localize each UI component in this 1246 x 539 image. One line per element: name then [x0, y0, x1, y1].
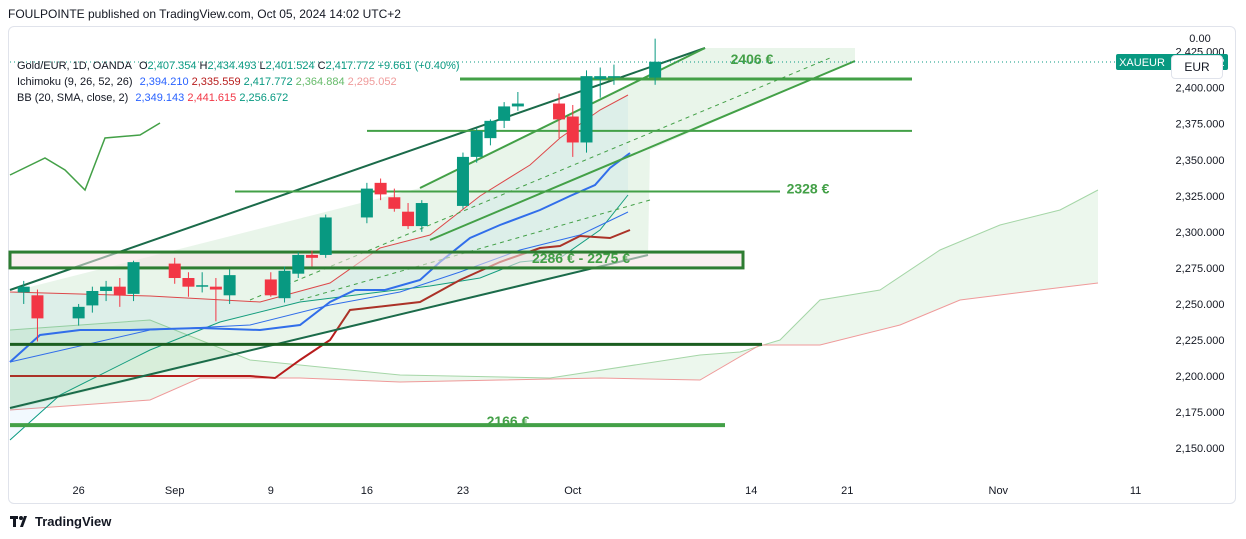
y-tick-label: 2,275.000	[1176, 263, 1225, 275]
candle-body	[223, 275, 236, 296]
candle-body	[415, 203, 428, 227]
candle-body	[292, 254, 305, 274]
x-tick-label: 14	[745, 485, 757, 497]
currency-selector[interactable]: EUR	[1171, 55, 1223, 79]
level-label-2166: 2166 €	[487, 413, 530, 429]
change-value: +9.661 (+0.40%)	[377, 60, 460, 72]
bb-lower: 2,256.672	[239, 92, 289, 104]
candle-body	[649, 61, 662, 78]
candle-body	[402, 211, 415, 227]
publish-header: FOULPOINTE published on TradingView.com,…	[8, 7, 401, 21]
channel-mid-line	[429, 60, 856, 241]
open-value: 2,407.354	[147, 60, 197, 72]
candle-body	[31, 295, 44, 319]
close-label: C	[317, 60, 326, 72]
ichimoku-base-line	[10, 229, 631, 380]
ichimoku-conversion: 2,394.210	[139, 76, 189, 88]
candle-body	[72, 306, 85, 319]
y-axis-top-label: 0.00	[1189, 33, 1210, 45]
y-tick-label: 2,225.000	[1176, 335, 1225, 347]
candle-body	[470, 130, 483, 157]
x-tick-label: 9	[268, 485, 274, 497]
x-tick-label: 16	[361, 485, 373, 497]
y-tick-label: 2,325.000	[1176, 191, 1225, 203]
candle-body	[607, 76, 620, 78]
y-tick-label: 2,175.000	[1176, 407, 1225, 419]
symbol-label: Gold/EUR, 1D, OANDA	[17, 60, 132, 72]
candle-body	[209, 286, 222, 290]
candle-body	[100, 286, 113, 291]
candle-body	[594, 76, 607, 80]
x-tick-label: Oct	[564, 485, 581, 497]
candle-body	[580, 76, 593, 143]
support-zone-label: 2286 € - 2275 €	[532, 250, 630, 266]
price-tag-symbol: XAUEUR	[1119, 57, 1165, 69]
ichimoku-label: Ichimoku (9, 26, 52, 26)	[17, 76, 133, 88]
bb-upper: 2,441.615	[187, 92, 237, 104]
ichimoku-span-a: 2,364.884	[295, 76, 345, 88]
candle-body	[456, 156, 469, 206]
legend: Gold/EUR, 1D, OANDA O2,407.354 H2,434.49…	[17, 58, 460, 106]
low-label: L	[259, 60, 266, 72]
candle-body	[168, 263, 181, 279]
candle-body	[388, 197, 401, 209]
y-tick-label: 2,150.000	[1176, 443, 1225, 455]
candle-body	[113, 286, 126, 296]
candle-body	[511, 103, 524, 107]
candle-body	[182, 278, 195, 287]
tradingview-brand: TradingView	[35, 514, 112, 529]
candle-body	[264, 279, 277, 296]
low-value: 2,401.524	[265, 60, 315, 72]
candle-body	[278, 270, 291, 299]
support-zone	[8, 250, 745, 270]
level-label-2328: 2328 €	[787, 180, 830, 196]
tradingview-footer: TradingView	[10, 514, 111, 529]
x-tick-label: 11	[1130, 485, 1141, 497]
candle-body	[553, 103, 566, 120]
close-value: 2,417.772	[325, 60, 375, 72]
ichimoku-span-a-line	[9, 189, 1099, 379]
high-label: H	[199, 60, 208, 72]
candle-body	[319, 217, 332, 255]
y-tick-label: 2,400.000	[1176, 83, 1225, 95]
candle-body	[17, 286, 30, 293]
candle-body	[305, 254, 318, 258]
x-tick-label: 26	[73, 485, 85, 497]
y-tick-label: 2,300.000	[1176, 227, 1225, 239]
ichimoku-lagging: 2,417.772	[243, 76, 293, 88]
ichimoku-base: 2,335.559	[191, 76, 241, 88]
candle-body	[484, 120, 497, 139]
open-label: O	[138, 60, 148, 72]
ichimoku-cloud	[10, 190, 1098, 410]
candle-body	[360, 188, 373, 218]
candle-body	[566, 116, 579, 143]
y-tick-label: 2,200.000	[1176, 371, 1225, 383]
legend-row-bb[interactable]: BB (20, SMA, close, 2) 2,349.143 2,441.6…	[17, 90, 460, 106]
ichimoku-span-b-line	[9, 282, 1099, 411]
channel-fill	[10, 48, 855, 410]
candle-body	[374, 182, 387, 195]
ichimoku-conversion-line	[9, 152, 631, 363]
legend-row-ichimoku[interactable]: Ichimoku (9, 26, 52, 26) 2,394.210 2,335…	[17, 74, 460, 90]
x-tick-label: 21	[841, 485, 853, 497]
x-tick-label: Nov	[989, 485, 1009, 497]
legend-row-symbol[interactable]: Gold/EUR, 1D, OANDA O2,407.354 H2,434.49…	[17, 58, 460, 74]
channel-lower	[9, 254, 649, 409]
x-tick-label: 23	[457, 485, 469, 497]
candle-body	[127, 262, 140, 294]
y-tick-label: 2,375.000	[1176, 119, 1225, 131]
y-tick-label: 2,250.000	[1176, 299, 1225, 311]
bb-basis: 2,349.143	[135, 92, 185, 104]
level-label-2406: 2406 €	[731, 51, 774, 67]
candle-body	[86, 290, 99, 306]
x-tick-label: Sep	[165, 485, 185, 497]
high-value: 2,434.493	[207, 60, 257, 72]
tradingview-logo-icon	[10, 515, 30, 528]
y-tick-label: 2,350.000	[1176, 155, 1225, 167]
ichimoku-lagging-line	[9, 122, 161, 192]
bb-label: BB (20, SMA, close, 2)	[17, 92, 129, 104]
ichimoku-span-b: 2,295.052	[347, 76, 397, 88]
candle-body	[498, 106, 511, 121]
candle-body	[196, 285, 209, 287]
